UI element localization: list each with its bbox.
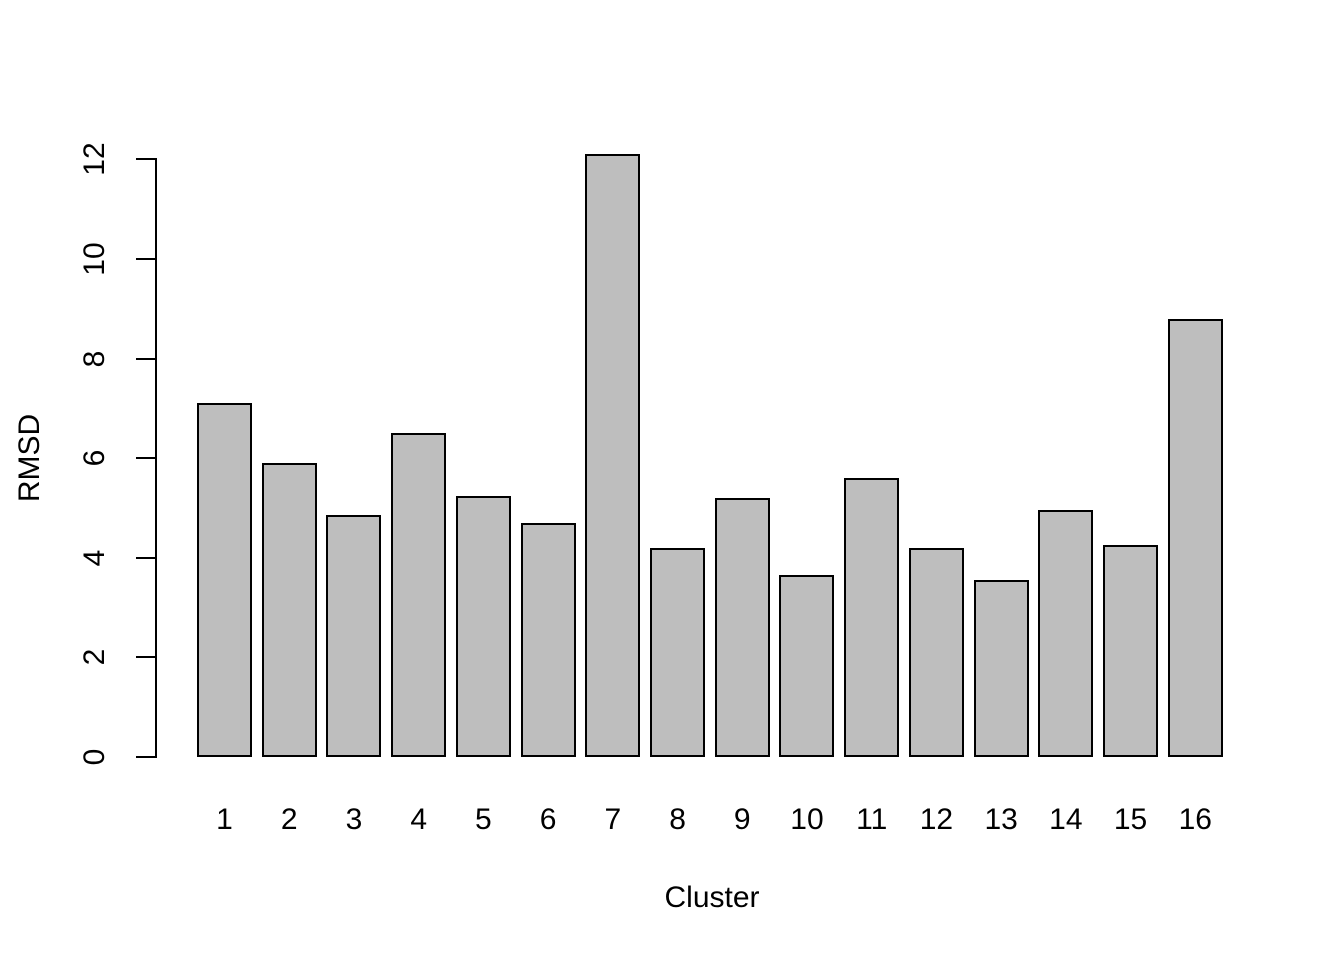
y-tick-label: 4 [78,549,111,567]
bar-cluster-14 [1038,510,1094,757]
y-tick-label: 2 [78,649,111,666]
x-tick-label: 3 [345,803,363,836]
bar-cluster-2 [261,463,317,757]
x-tick-label: 11 [856,803,888,836]
x-tick-label: 4 [410,803,427,836]
y-tick-label: 0 [78,748,111,766]
bar-cluster-4 [391,433,447,757]
x-tick-label: 12 [919,803,954,836]
bars-container [197,117,1223,757]
y-tick-label: 12 [78,142,111,177]
bar-cluster-10 [779,575,835,757]
x-tick-label: 5 [475,803,492,836]
y-tick-mark [136,656,156,659]
y-axis-title: RMSD [13,413,46,503]
y-tick-label: 10 [78,242,111,276]
y-tick-mark [136,258,156,260]
bar-cluster-15 [1103,545,1159,757]
x-tick-label: 8 [669,803,686,836]
y-axis-line [155,158,157,758]
y-tick-mark [136,357,156,360]
x-tick-label: 13 [984,803,1018,836]
bar-cluster-6 [520,523,576,757]
x-tick-label: 14 [1049,803,1083,836]
x-tick-label: 6 [539,803,557,836]
y-tick-mark [136,756,156,758]
bar-cluster-8 [650,548,706,757]
bar-cluster-9 [714,498,770,757]
y-tick-mark [136,556,156,559]
y-tick-label: 8 [78,350,111,367]
y-tick-mark [136,457,156,460]
bar-cluster-11 [844,478,900,757]
bar-cluster-1 [197,403,252,757]
x-tick-label: 1 [216,803,233,836]
bar-cluster-3 [326,515,382,757]
x-tick-label: 9 [733,803,751,836]
x-tick-label: 10 [790,803,824,836]
bar-cluster-12 [908,548,964,757]
x-tick-label: 2 [280,803,298,836]
x-tick-labels: 1 2 3 4 5 6 7 8 9 10 11 12 13 14 15 16 [197,805,1223,835]
x-tick-label: 16 [1178,803,1212,836]
y-tick-mark [136,158,156,161]
x-tick-label: 15 [1113,803,1148,836]
bar-cluster-5 [455,496,511,757]
bar-cluster-13 [973,580,1029,757]
y-tick-label: 6 [78,449,111,467]
x-tick-label: 7 [604,803,622,836]
bar-cluster-16 [1167,319,1223,757]
bar-cluster-7 [585,154,641,757]
x-axis-title: Cluster [664,881,760,914]
